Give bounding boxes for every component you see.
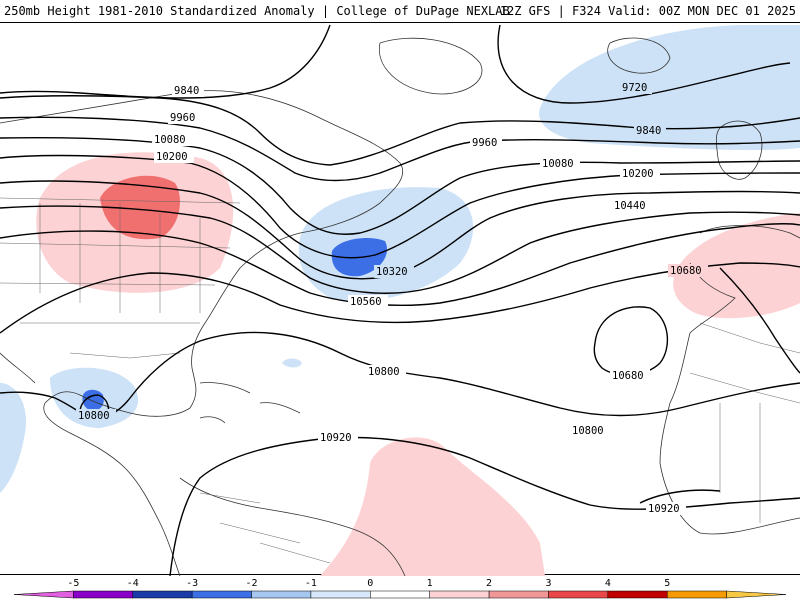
contour-label-9840: 9840 — [174, 85, 199, 97]
contour-label-10200-east: 10200 — [622, 168, 654, 180]
contour-label-10920: 10920 — [320, 432, 352, 444]
contour-label-10080: 10080 — [154, 134, 186, 146]
negative-anomaly-pacific-west — [0, 383, 26, 493]
contour-9840-east — [329, 117, 800, 166]
contour-9840-west — [0, 95, 331, 166]
contour-label-10920-east: 10920 — [648, 503, 680, 515]
positive-anomaly-iberia — [673, 213, 800, 319]
contour-label-10680-closed: 10680 — [612, 370, 644, 382]
negative-anomaly-north-atlantic — [539, 25, 800, 151]
contour-9960-west — [0, 116, 800, 182]
contour-label-10200: 10200 — [156, 151, 188, 163]
contour-10440 — [0, 205, 800, 294]
colorbar-swatch — [310, 590, 371, 599]
contour-9720-east — [497, 24, 791, 104]
anomaly-colorbar: -5 -4 -3 -2 -1 0 1 2 3 4 5 — [0, 575, 800, 600]
colorbar-swatch — [191, 590, 252, 599]
colorbar-tick-label: 3 — [545, 578, 551, 589]
contour-label-9840-east: 9840 — [636, 125, 661, 137]
contour-10800-east — [719, 267, 800, 374]
colorbar-swatch — [488, 590, 549, 599]
colorbar-tick-label: 5 — [664, 578, 670, 589]
map-header: 250mb Height 1981-2010 Standardized Anom… — [0, 0, 800, 22]
contour-label-10320: 10320 — [376, 266, 408, 278]
colorbar-swatch — [132, 590, 193, 599]
contour-label-9960: 9960 — [170, 112, 195, 124]
colorbar-tick-label: -1 — [305, 578, 317, 589]
colorbar-tick-label: 2 — [486, 578, 492, 589]
contour-label-10680: 10680 — [670, 265, 702, 277]
contour-label-10440: 10440 — [614, 200, 646, 212]
contour-10680-closed — [593, 306, 669, 376]
colorbar-tick-label: 0 — [367, 578, 373, 589]
model-run-info: 12Z GFS | F324 Valid: 00Z MON DEC 01 202… — [499, 4, 796, 18]
colorbar-swatch — [548, 590, 609, 599]
political-boundaries — [0, 197, 800, 564]
contour-10920 — [169, 436, 800, 577]
colorbar-swatch — [607, 590, 668, 599]
colorbar-tick-label: 4 — [605, 578, 611, 589]
colorbar-tick-label: -5 — [67, 578, 79, 589]
contour-label-group: 9840 9960 10080 10200 9960 10080 10200 1… — [76, 81, 708, 515]
colorbar-tick-label: -4 — [127, 578, 139, 589]
colorbar-swatch — [726, 590, 787, 599]
contour-label-10080-east: 10080 — [542, 158, 574, 170]
colorbar-swatch — [13, 590, 74, 599]
contour-label-10800-gulf: 10800 — [78, 410, 110, 422]
colorbar-tick-label: -3 — [186, 578, 198, 589]
contour-label-10800: 10800 — [368, 366, 400, 378]
contour-label-9960-east: 9960 — [472, 137, 497, 149]
contour-10920-low — [639, 489, 721, 504]
map-title: 250mb Height 1981-2010 Standardized Anom… — [4, 4, 510, 18]
positive-anomaly-south-america — [320, 437, 545, 576]
colorbar-swatch — [73, 590, 134, 599]
negative-anomaly-small — [282, 358, 302, 368]
colorbar-swatch — [251, 590, 312, 599]
contour-10560 — [0, 223, 800, 306]
colorbar-tick-label: -2 — [246, 578, 258, 589]
colorbar-swatch — [370, 590, 430, 599]
weather-map: 9840 9960 10080 10200 9960 10080 10200 1… — [0, 22, 800, 577]
contour-label-10800-east: 10800 — [572, 425, 604, 437]
colorbar-swatch — [429, 590, 490, 599]
contour-label-10560: 10560 — [350, 296, 382, 308]
contour-label-9720: 9720 — [622, 82, 647, 94]
colorbar-tick-labels: -5 -4 -3 -2 -1 0 1 2 3 4 5 — [67, 578, 670, 589]
colorbar-swatches — [13, 590, 787, 599]
contour-9720-greenland — [0, 24, 331, 99]
colorbar-swatch — [666, 590, 727, 599]
colorbar-tick-label: 1 — [427, 578, 433, 589]
